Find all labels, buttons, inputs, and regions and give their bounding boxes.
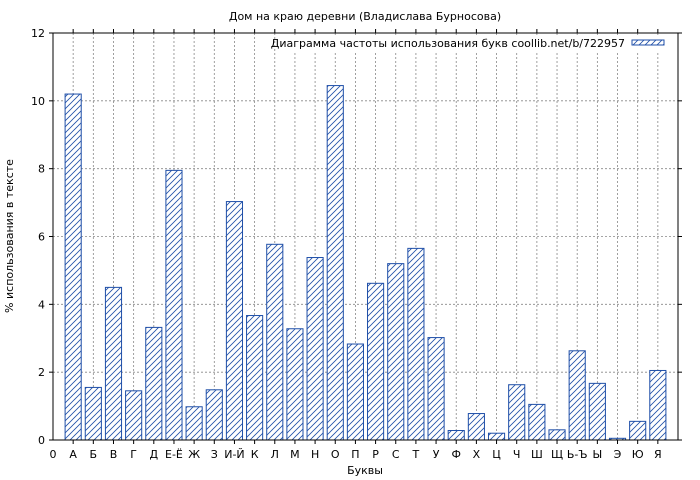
y-tick-label: 4 [38,298,45,311]
bar-6 [165,169,183,441]
legend: Диаграмма частоты использования букв coo… [271,35,674,51]
x-tick-label: Ч [513,448,521,461]
bar-5 [145,326,163,441]
bar-14 [326,85,344,441]
x-tick-label: А [69,448,77,461]
bar-30 [649,369,667,441]
bar-19 [427,337,445,441]
bar-7 [185,406,203,441]
y-tick-label: 10 [31,95,45,108]
bar-4 [125,390,143,441]
bar-23 [508,384,526,441]
x-tick-label: Ц [492,448,501,461]
x-tick-label: Ю [632,448,644,461]
x-tick-label: К [251,448,259,461]
bar-26 [568,350,586,441]
plot-frame [52,32,679,441]
x-tick-label: Р [372,448,379,461]
x-tick-label: Н [311,448,319,461]
x-axis-label: Буквы [347,464,383,477]
x-tick-label: Т [412,448,420,461]
x-tick-label: Г [130,448,137,461]
x-tick-label-origin: 0 [50,448,57,461]
bar-22 [487,432,506,441]
y-tick-label: 2 [38,366,45,379]
x-tick-label: Х [473,448,481,461]
bar-17 [387,263,405,441]
y-tick-label: 12 [31,27,45,40]
bar-9 [225,201,244,441]
bar-3 [104,286,123,441]
x-tick-label: У [433,448,440,461]
bar-15 [346,343,364,441]
bar-2 [84,386,102,441]
bars [64,85,667,441]
bar-25 [548,429,566,441]
legend-swatch [631,39,665,46]
chart-title: Дом на краю деревни (Владислава Бурносов… [229,10,501,23]
x-tick-label: Ь-Ъ [567,448,588,461]
x-tick-label: Ф [451,448,460,461]
bar-18 [407,247,425,441]
legend-label: Диаграмма частоты использования букв coo… [271,37,625,50]
bar-8 [205,389,223,441]
x-tick-label: В [110,448,118,461]
x-tick-label: Ж [188,448,200,461]
bar-29 [629,420,647,441]
y-tick-label: 0 [38,434,45,447]
x-tick-label: Д [150,448,159,461]
x-tick-label: М [290,448,300,461]
x-tick-label: С [392,448,400,461]
y-tick-labels: 0 2 4 6 8 10 12 [31,27,45,447]
bar-16 [367,282,385,441]
x-tick-label: П [351,448,359,461]
x-tick-label: О [331,448,340,461]
y-axis-label: % использования в тексте [3,159,16,313]
x-tick-label: И-Й [224,448,244,461]
bar-21 [467,413,485,441]
bar-24 [528,403,546,441]
bar-1 [64,93,82,441]
bar-10 [246,315,264,441]
x-tick-label: Я [654,448,662,461]
x-tick-label: Щ [551,448,563,461]
bar-12 [286,328,304,441]
x-tick-label: Э [614,448,622,461]
bar-13 [306,257,324,441]
bar-20 [447,430,465,441]
x-tick-label: З [211,448,218,461]
x-tick-label: Л [271,448,279,461]
legend-background [282,35,674,51]
x-tick-label: Ы [592,448,602,461]
bar-27 [588,382,606,441]
axes [49,29,682,444]
y-tick-label: 8 [38,163,45,176]
x-tick-label: Б [90,448,98,461]
x-tick-label: Ш [531,448,543,461]
y-tick-label: 6 [38,231,45,244]
bar-11 [266,243,284,441]
x-tick-label: Е-Ё [165,448,183,461]
x-tick-labels: 0 А Б В Г Д Е-Ё Ж З И-Й К Л М Н О П Р С Т У Ф Х Ц Ч Ш Щ Ь-Ъ Ы Э Ю Я [50,448,662,461]
